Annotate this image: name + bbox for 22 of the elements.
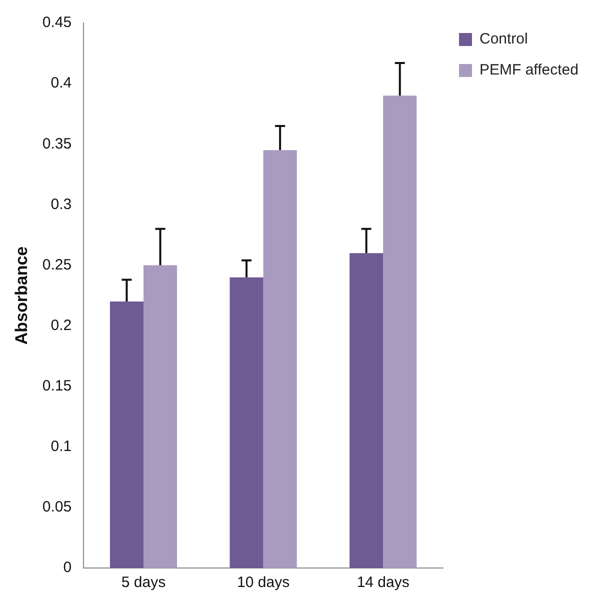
bar (350, 253, 384, 568)
y-tick-label: 0.4 (50, 74, 72, 92)
y-tick-label: 0.1 (50, 438, 72, 456)
legend-label: Control (480, 30, 528, 48)
y-tick-label: 0.35 (42, 135, 72, 152)
y-tick-label: 0.45 (42, 14, 72, 32)
y-tick-label: 0.05 (42, 498, 72, 516)
bar (143, 265, 178, 568)
legend-label: PEMF affected (480, 62, 578, 79)
y-tick-label: 0.2 (50, 316, 72, 334)
bar (263, 150, 297, 568)
bar (110, 302, 144, 568)
y-tick-label: 0.15 (42, 377, 72, 394)
bar (230, 277, 264, 568)
bar (383, 96, 417, 568)
y-axis-title: Absorbance (12, 246, 31, 345)
x-tick-label: 10 days (237, 574, 290, 592)
y-tick-label: 0.25 (42, 256, 72, 274)
x-tick-label: 5 days (121, 574, 166, 592)
x-tick-label: 14 days (356, 574, 410, 592)
y-tick-label: 0.3 (50, 196, 72, 213)
y-tick-label: 0 (63, 559, 72, 576)
